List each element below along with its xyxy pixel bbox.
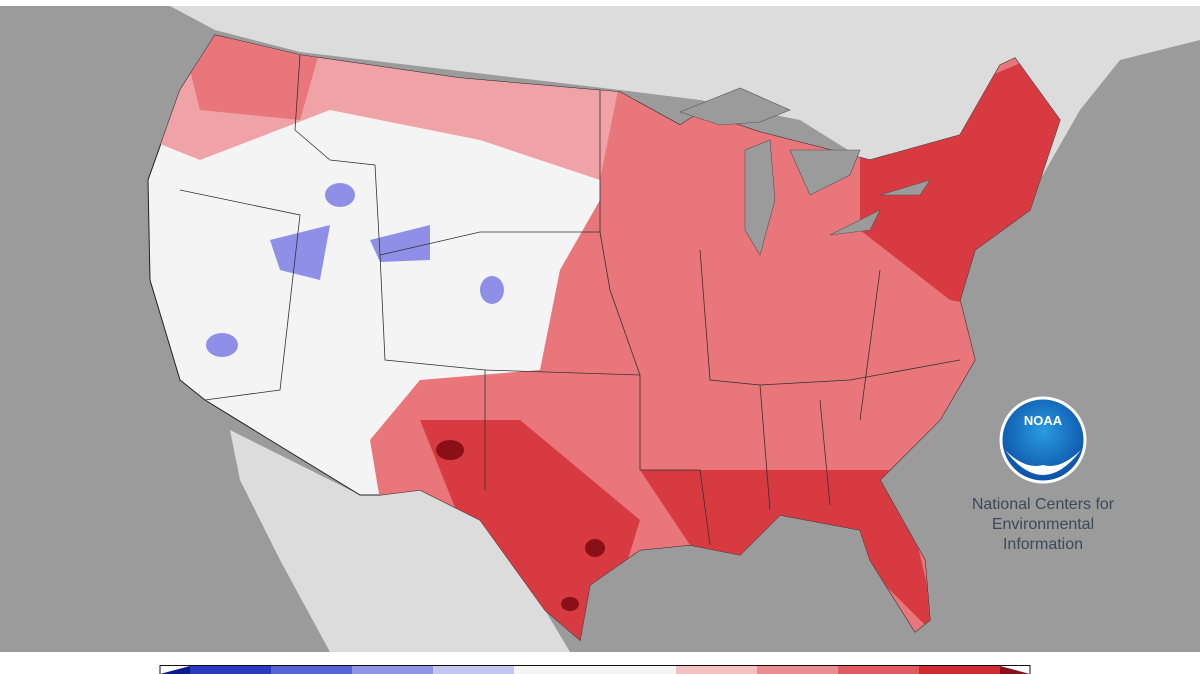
cool-region xyxy=(270,225,330,280)
caption-line: Information xyxy=(1003,536,1083,553)
logo-text: NOAA xyxy=(1024,413,1063,428)
colorbar xyxy=(159,665,1031,674)
cool-region xyxy=(370,225,430,262)
hot-spot xyxy=(561,597,579,611)
caption-line: National Centers for xyxy=(972,496,1115,513)
noaa-logo xyxy=(999,396,1087,484)
canada xyxy=(170,6,1200,180)
caption-line: Environmental xyxy=(992,516,1094,533)
anomaly-field xyxy=(150,35,1060,640)
mexico xyxy=(230,430,570,652)
warm-northwest xyxy=(180,35,320,120)
cool-region xyxy=(206,333,238,357)
warm-texas xyxy=(420,420,640,640)
hot-spot xyxy=(436,440,464,460)
hot-spot xyxy=(585,539,605,557)
great-lakes xyxy=(679,87,931,256)
cool-region xyxy=(325,183,355,207)
state-lines xyxy=(179,54,961,546)
cool-region xyxy=(480,276,504,304)
logo-bird xyxy=(1005,450,1081,475)
